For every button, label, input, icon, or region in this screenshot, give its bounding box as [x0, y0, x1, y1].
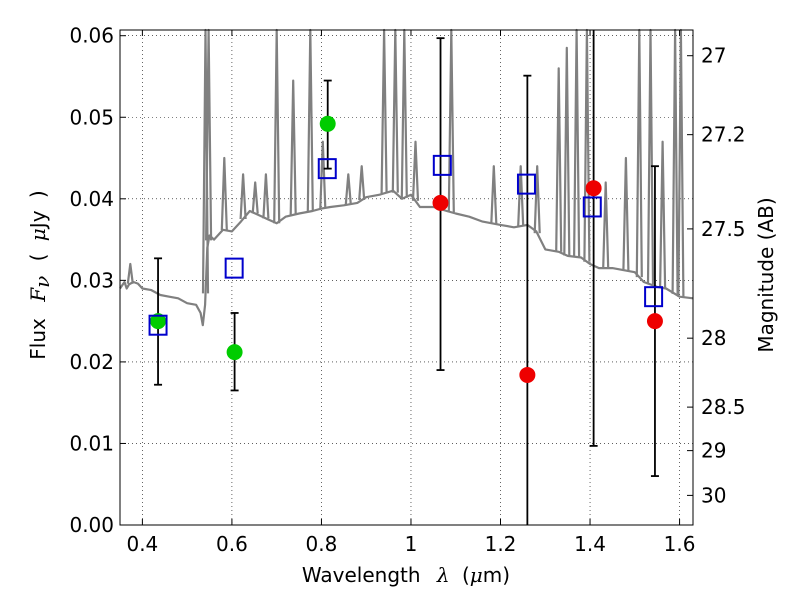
spectrum-emission-line — [220, 156, 228, 231]
x-tick-label: 0.6 — [216, 532, 248, 556]
spectrum-emission-line — [602, 181, 610, 269]
spectrum-emission-line — [273, 28, 281, 224]
spectrum-emission-line — [126, 262, 134, 284]
right-axis-tick-label: 27 — [701, 44, 726, 68]
spectrum-emission-line — [239, 173, 247, 220]
right-axis-tick-label: 29 — [701, 439, 726, 463]
spectrum-emission-line — [400, 28, 408, 198]
blue-model-point — [148, 314, 168, 336]
x-axis-label-prefix: Wavelength — [302, 563, 421, 587]
y-axis-label-unit-rest: Jy — [26, 210, 50, 230]
spectrum-emission-line — [262, 173, 270, 219]
y-tick-label: 0.00 — [69, 513, 114, 537]
x-axis-label: Wavelength λ (μm) — [302, 563, 510, 587]
model-spectrum — [119, 28, 694, 327]
spectrum-emission-line — [671, 28, 679, 294]
blue-model-point — [224, 257, 244, 279]
red-data-point — [432, 194, 449, 211]
plot-frame — [119, 29, 694, 526]
spectrum-emission-line — [635, 28, 643, 278]
spectrum-continuum — [119, 189, 694, 327]
x-axis-label-unit-rest: m) — [483, 563, 510, 587]
spectrum-emission-line — [344, 173, 352, 205]
y-tick-label: 0.04 — [69, 187, 114, 211]
spectrum-emission-line — [251, 181, 259, 214]
x-axis-label-unit-mu: μ — [470, 563, 483, 587]
y-tick-label: 0.03 — [69, 268, 114, 292]
y-axis-label-unit-mu: μ — [26, 228, 50, 241]
axis-ticks: 0.4 0.6 0.8 1 1.2 1.4 1.6 0.00 0.01 0.02 0.03 0.04 0… — [69, 24, 745, 556]
x-axis-label-unit-open: ( — [462, 563, 470, 587]
y-tick-label: 0.06 — [69, 24, 114, 48]
right-axis-tick-label: 30 — [701, 483, 726, 507]
x-tick-label: 1.4 — [574, 532, 606, 556]
red-data-point — [646, 313, 663, 330]
spectrum-emission-line — [555, 67, 563, 252]
blue-model-point — [432, 154, 452, 176]
spectrum-emission-line — [319, 140, 327, 209]
x-tick-label: 0.8 — [306, 532, 338, 556]
x-tick-label: 1 — [405, 532, 418, 556]
y-axis-label-symbol: F — [26, 287, 50, 303]
spectrum-emission-line — [533, 165, 541, 234]
y-tick-label: 0.02 — [69, 350, 114, 374]
y-axis-label: Flux Fν ( μJy ) — [26, 190, 54, 359]
spectrum-emission-line — [677, 28, 685, 297]
spectrum-emission-line — [659, 140, 667, 288]
spectrum-emission-line — [573, 28, 581, 258]
spectrum-emission-line — [646, 28, 655, 285]
spectrum-emission-line — [447, 28, 455, 213]
blue-model-point — [582, 196, 602, 218]
x-axis-label-symbol: λ — [436, 563, 450, 587]
y-axis-label-sub: ν — [30, 276, 54, 288]
data-markers — [148, 115, 664, 383]
spectrum-emission-line — [490, 165, 498, 224]
y-tick-label: 0.01 — [69, 431, 114, 455]
spectrum-emission-line — [622, 156, 630, 271]
spectrum-emission-line — [380, 28, 388, 194]
blue-model-point — [516, 173, 536, 195]
right-axis-tick-label: 28 — [701, 326, 726, 350]
green-data-point — [319, 115, 336, 132]
y-axis-label-prefix: Flux — [26, 318, 50, 360]
grid-lines — [120, 30, 693, 525]
spectrum-emission-line — [583, 28, 591, 262]
spectrum-emission-line — [411, 140, 420, 201]
x-tick-label: 0.4 — [126, 532, 158, 556]
spectrum-emission-line — [358, 165, 366, 201]
red-data-point — [585, 180, 602, 197]
right-axis-tick-label: 28.5 — [701, 395, 746, 419]
blue-model-point — [317, 158, 337, 180]
spectrum-emission-line — [563, 46, 571, 256]
x-tick-label: 1.2 — [485, 532, 517, 556]
y-tick-label: 0.05 — [69, 105, 114, 129]
spectrum-emission-line — [306, 28, 314, 212]
spectrum-emission-line — [391, 28, 399, 193]
green-data-point — [226, 344, 243, 361]
y-axis-label-unit-open: ( — [26, 254, 50, 262]
y-axis-label-unit-close: ) — [26, 190, 50, 198]
red-data-point — [519, 366, 536, 383]
right-axis-tick-label: 27.5 — [701, 217, 746, 241]
right-axis-label: Magnitude (AB) — [754, 197, 778, 352]
right-axis-tick-label: 27.2 — [701, 123, 746, 147]
spectrum-emission-line — [289, 79, 297, 215]
spectrum-emission-line — [517, 165, 525, 227]
x-tick-label: 1.6 — [664, 532, 696, 556]
blue-model-point — [644, 286, 664, 308]
